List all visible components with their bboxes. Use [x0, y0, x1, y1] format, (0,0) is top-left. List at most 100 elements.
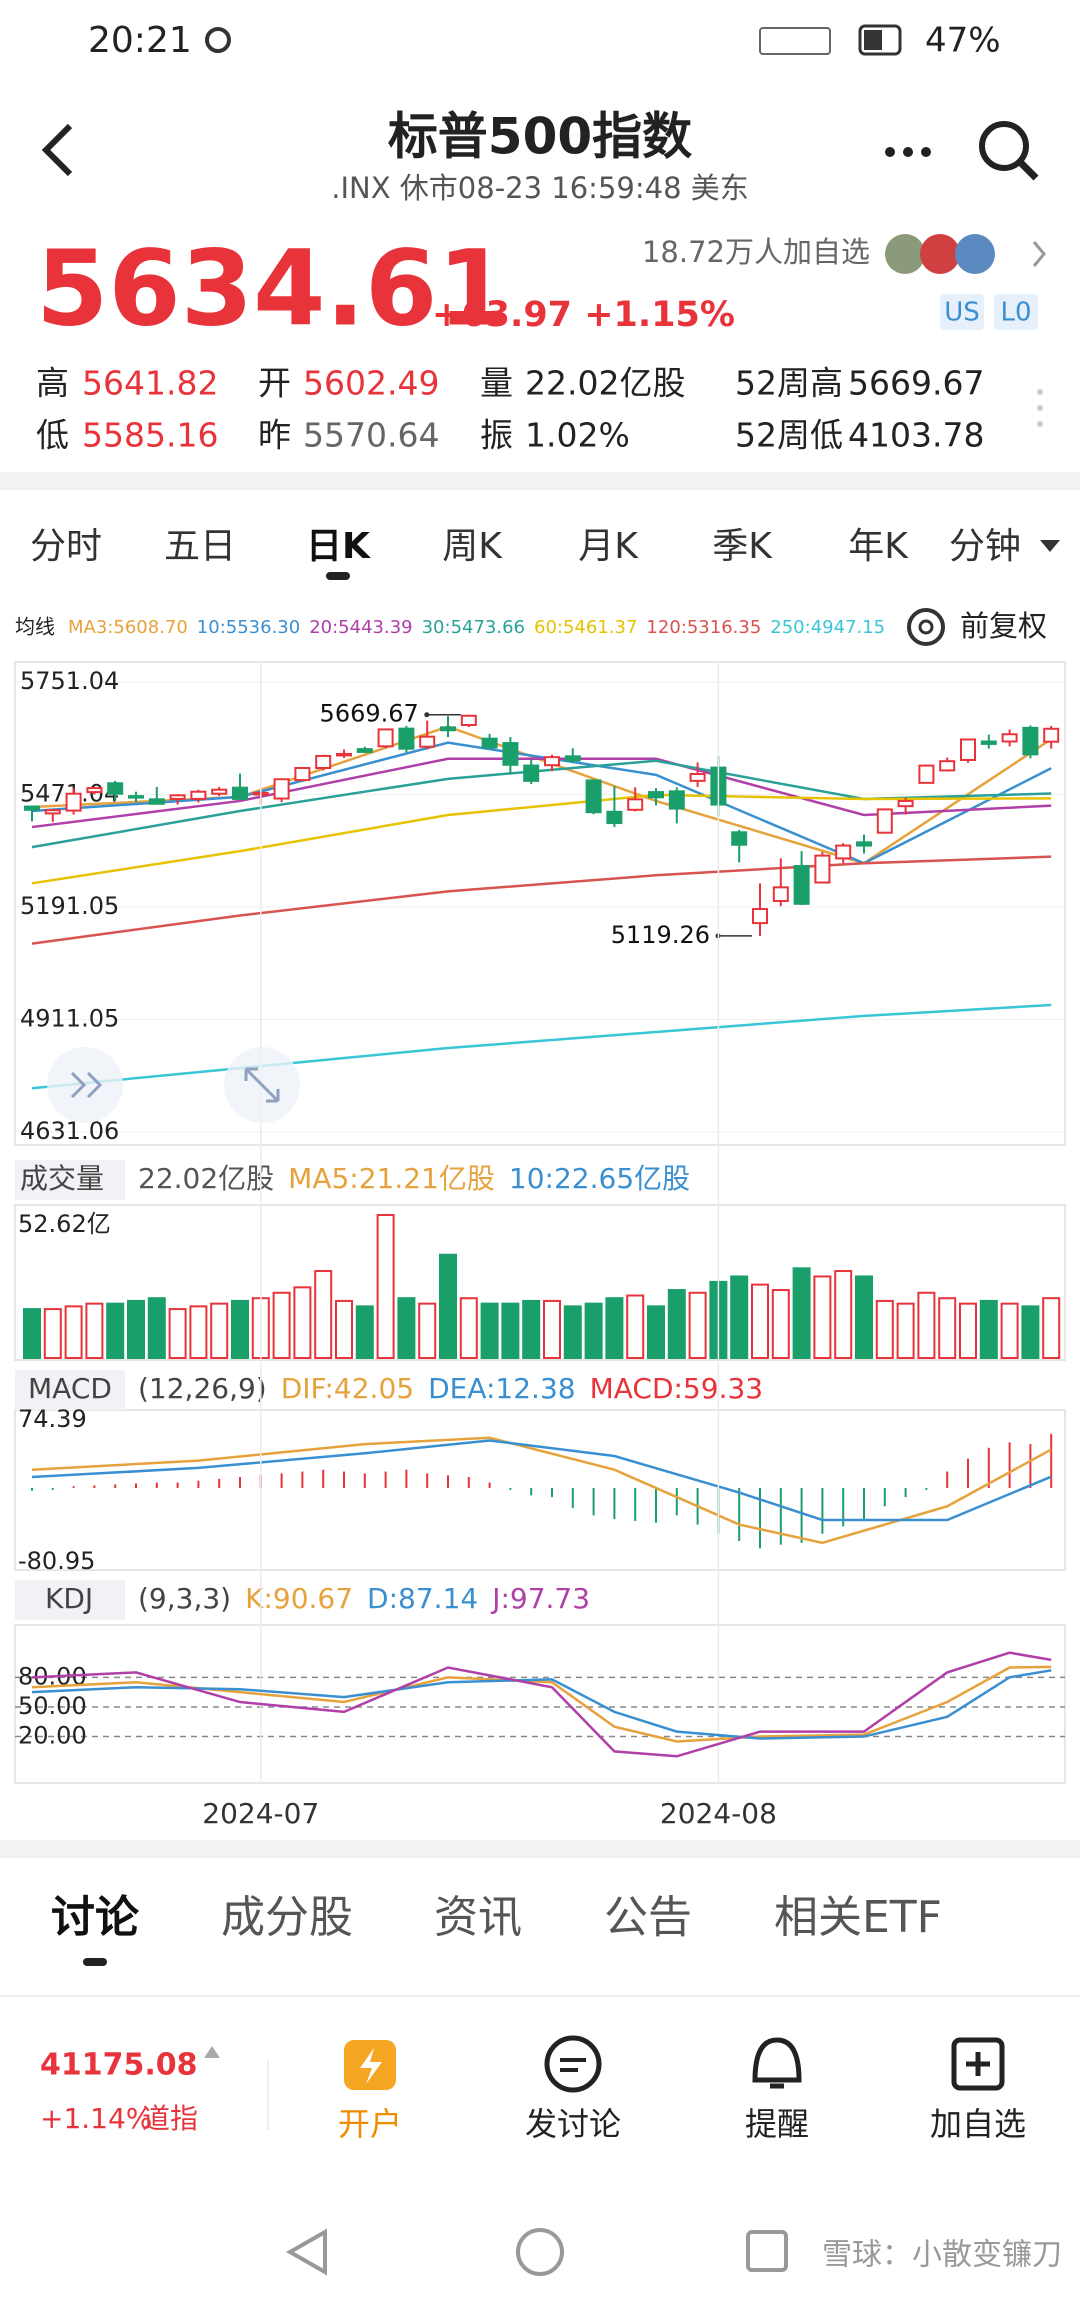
volume-bar [647, 1305, 665, 1359]
action-label[interactable]: 开户 [338, 2105, 402, 2143]
legend-title: KDJ [45, 1582, 93, 1615]
volume-bar [501, 1302, 520, 1360]
volume-bar [896, 1302, 915, 1360]
battery-text: 47% [925, 21, 1001, 61]
followers-arrow[interactable] [1032, 241, 1046, 267]
candle-body [502, 742, 519, 766]
period-tab[interactable]: 分钟 [949, 526, 1021, 567]
chart-frame [14, 1624, 1066, 1784]
y-tick-label: 4631.06 [20, 1117, 119, 1145]
price-change: +63.97 +1.15% [432, 295, 735, 335]
candle-body [544, 756, 560, 767]
action-icon[interactable] [752, 2037, 802, 2089]
period-tab[interactable]: 五日 [164, 526, 236, 567]
legend-item: K:90.67 [245, 1582, 353, 1615]
y-tick-label: 20.00 [18, 1722, 87, 1750]
content-tab[interactable]: 成分股 [221, 1892, 353, 1943]
ticker-value[interactable]: 41175.08 [40, 2048, 198, 2083]
period-tab[interactable]: 月K [578, 526, 639, 567]
period-tab[interactable]: 季K [712, 526, 773, 567]
period-tab[interactable]: 年K [848, 526, 909, 567]
legend-item: (12,26,9) [138, 1372, 267, 1405]
volume-bar [751, 1283, 769, 1360]
candle-body [128, 795, 144, 799]
ticker-name: 道指 [142, 2102, 198, 2135]
y-tick-label: 50.00 [18, 1692, 87, 1720]
adjust-label[interactable]: 前复权 [960, 609, 1047, 643]
action-label[interactable]: 提醒 [745, 2105, 809, 2143]
annotation-dot [424, 712, 430, 718]
volume-bar [189, 1305, 208, 1359]
volume-bar [106, 1302, 125, 1360]
scroll-button[interactable] [47, 1047, 123, 1123]
legend-item: DEA:12.38 [428, 1372, 576, 1405]
badge-bg [940, 294, 984, 330]
separator [0, 1840, 1080, 1858]
separator [0, 472, 1080, 490]
volume-bar [335, 1299, 353, 1359]
period-tab[interactable]: 周K [442, 526, 503, 567]
volume-bar [480, 1302, 499, 1360]
candle-body [939, 760, 956, 772]
content-tab[interactable]: 资讯 [434, 1892, 522, 1943]
nav-recent[interactable] [746, 2230, 788, 2272]
stat-label: 低 [36, 416, 69, 455]
stat-label: 52周低 [735, 416, 843, 455]
stat-label: 昨 [258, 416, 291, 455]
stat-value: 5641.82 [82, 364, 218, 403]
title: 标普500指数 [388, 108, 692, 166]
adjust-button[interactable] [907, 608, 945, 646]
search-button[interactable] [979, 121, 1039, 181]
volume-bar [1021, 1305, 1040, 1359]
macd-line [31, 1436, 1052, 1545]
candle-body [835, 844, 852, 860]
volume-bar [210, 1302, 229, 1360]
candle-body [148, 798, 165, 805]
candle-body [273, 778, 290, 800]
volume-bar [272, 1291, 291, 1360]
nav-back[interactable] [285, 2228, 327, 2276]
nav-home[interactable] [516, 2228, 564, 2276]
period-tab[interactable]: 分时 [30, 526, 102, 567]
action-label[interactable]: 发讨论 [525, 2105, 621, 2143]
period-tab[interactable]: 日K [306, 526, 371, 567]
volume-bar [376, 1214, 395, 1359]
legend-item: 20:5443.39 [309, 617, 412, 638]
avatars [885, 234, 995, 274]
volume-bar [1042, 1297, 1061, 1359]
action-icon[interactable] [951, 2037, 1005, 2091]
action-label[interactable]: 加自选 [930, 2105, 1026, 2143]
content-tab[interactable]: 公告 [604, 1892, 692, 1943]
content-tab[interactable]: 相关ETF [774, 1892, 942, 1943]
volume-bar [439, 1253, 457, 1360]
side-dots [1037, 389, 1043, 427]
volume-bar [688, 1291, 707, 1360]
legend-item: MACD:59.33 [590, 1372, 764, 1405]
macd-line [31, 1439, 1052, 1522]
candle-body [419, 735, 436, 748]
candle-body [752, 908, 768, 925]
x-tick-label: 2024-08 [660, 1797, 777, 1830]
stat-value: 1.02% [525, 416, 630, 455]
candle-body [24, 805, 40, 811]
legend-item: D:87.14 [367, 1582, 478, 1615]
y-tick-label: 52.62亿 [18, 1210, 111, 1238]
candle-body [523, 764, 540, 782]
more-button[interactable] [885, 147, 931, 157]
stat-label: 量 [480, 364, 513, 403]
kdj-line [31, 1651, 1052, 1758]
candle-body [398, 727, 415, 750]
action-icon[interactable] [544, 2035, 602, 2093]
legend-item: 10:5536.30 [197, 617, 300, 638]
candle-body [294, 766, 311, 782]
volume-bar [314, 1270, 333, 1359]
legend-item: 120:5316.35 [646, 617, 761, 638]
volume-bar [584, 1302, 603, 1360]
back-button[interactable] [41, 123, 73, 177]
legend-item: (9,3,3) [138, 1582, 231, 1615]
content-tab[interactable]: 讨论 [51, 1892, 140, 1943]
stat-value: 4103.78 [848, 416, 984, 455]
expand-button[interactable] [224, 1047, 300, 1123]
